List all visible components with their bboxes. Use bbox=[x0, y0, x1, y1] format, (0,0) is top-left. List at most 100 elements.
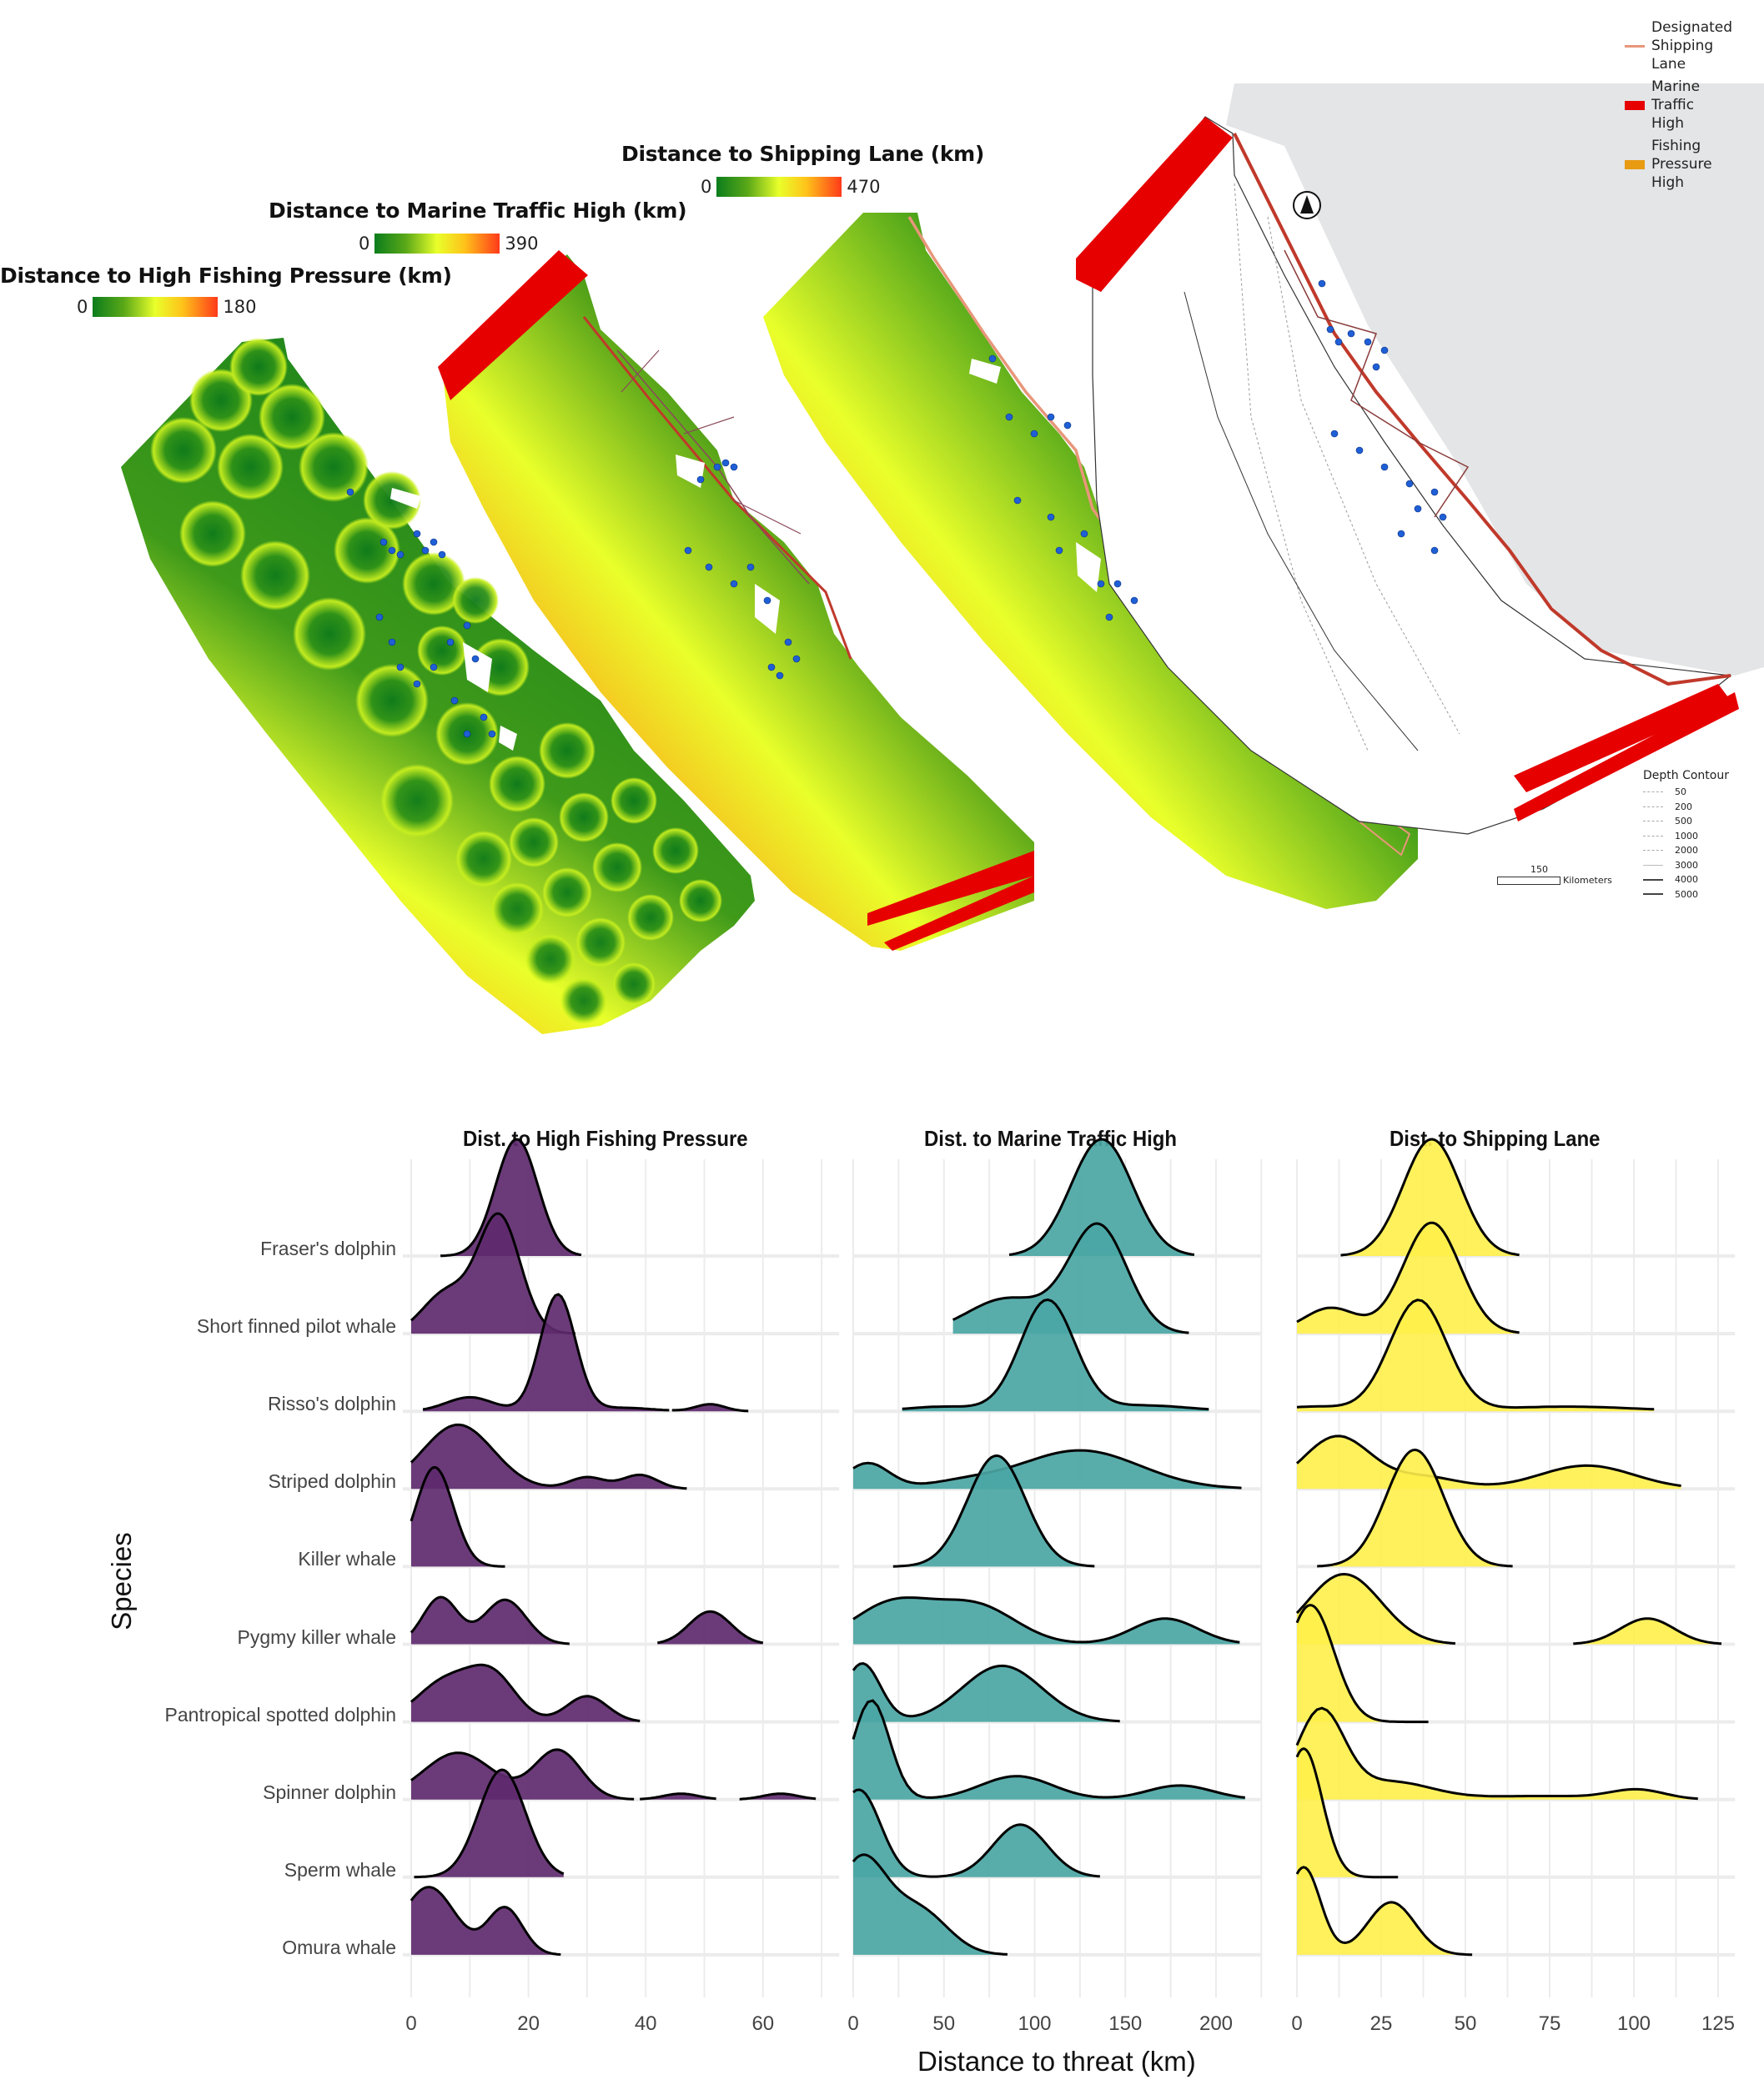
depth-legend-row: 2000 bbox=[1643, 843, 1729, 858]
density-ridge-outline bbox=[852, 1788, 1100, 1878]
density-ridge bbox=[411, 1665, 641, 1722]
x-tick-label: 20 bbox=[517, 2012, 540, 2035]
density-ridge-outline bbox=[414, 1768, 565, 1879]
legend-label: Fishing Pressure High bbox=[1651, 138, 1712, 191]
density-ridge bbox=[1297, 1574, 1455, 1645]
colorbar-min: 0 bbox=[359, 234, 370, 254]
density-ridge-outline bbox=[410, 1748, 635, 1801]
density-ridge-outline bbox=[1295, 1604, 1429, 1724]
x-tick-label: 40 bbox=[634, 2012, 657, 2035]
colorbar-gradient bbox=[93, 297, 219, 317]
density-ridge bbox=[411, 1467, 505, 1567]
contour-line-icon bbox=[1643, 878, 1663, 881]
depth-legend-row: 5000 bbox=[1643, 887, 1729, 902]
y-axis-title: Species bbox=[106, 1532, 137, 1630]
density-ridge bbox=[1297, 1299, 1655, 1412]
depth-legend-row: 200 bbox=[1643, 800, 1729, 815]
depth-legend-row: 4000 bbox=[1643, 872, 1729, 887]
density-ridge-outline bbox=[410, 1886, 561, 1956]
density-ridge bbox=[853, 1854, 1008, 1955]
box-swatch-icon bbox=[1625, 100, 1645, 110]
density-ridge bbox=[902, 1299, 1209, 1412]
depth-legend-value: 4000 bbox=[1675, 874, 1698, 886]
density-ridge-outline bbox=[671, 1403, 749, 1413]
x-tick-label: 25 bbox=[1369, 2012, 1393, 2035]
density-ridge-outline bbox=[852, 1699, 1245, 1799]
colorbar-traffic: 0 390 bbox=[359, 234, 538, 254]
density-ridge-outline bbox=[410, 1465, 505, 1568]
density-ridge-outline bbox=[440, 1138, 582, 1258]
density-ridge bbox=[411, 1213, 575, 1334]
density-ridge bbox=[1297, 1748, 1399, 1877]
map-fishing-raster bbox=[121, 338, 755, 1034]
x-tick-label: 100 bbox=[1616, 2012, 1651, 2035]
depth-legend-value: 50 bbox=[1675, 786, 1686, 798]
density-ridge bbox=[1317, 1449, 1513, 1567]
density-ridge-outline bbox=[410, 1423, 687, 1490]
density-ridge-outline bbox=[852, 1853, 1008, 1956]
x-tick-label: 60 bbox=[751, 2012, 775, 2035]
north-arrow-icon bbox=[1293, 191, 1321, 219]
density-ridge-outline bbox=[1296, 1299, 1655, 1411]
density-ridge-outline bbox=[1008, 1138, 1195, 1256]
species-label: Sperm whale bbox=[284, 1858, 396, 1881]
species-label: Fraser's dolphin bbox=[260, 1238, 396, 1259]
density-ridge-outline bbox=[902, 1298, 1209, 1411]
contour-line-icon bbox=[1643, 806, 1663, 807]
density-ridge bbox=[411, 1424, 687, 1490]
legend-item: Designated Shipping Lane bbox=[1625, 18, 1733, 73]
density-ridge-outline bbox=[1295, 1434, 1681, 1487]
density-ridge bbox=[414, 1770, 564, 1877]
depth-contour-legend: Depth Contour 50 200 500 1000 2000 3000 4000 50… bbox=[1643, 769, 1729, 902]
colorbar-gradient bbox=[716, 177, 842, 197]
density-ridge-outline bbox=[852, 1596, 1240, 1644]
species-label: Short finned pilot whale bbox=[196, 1315, 396, 1338]
colorbar-min: 0 bbox=[77, 297, 88, 317]
depth-legend-value: 500 bbox=[1675, 816, 1692, 827]
density-ridge-outline bbox=[1295, 1572, 1456, 1645]
depth-legend-value: 2000 bbox=[1675, 845, 1698, 857]
density-ridge-outline bbox=[1295, 1747, 1399, 1879]
depth-legend-row: 50 bbox=[1643, 785, 1729, 800]
colorbar-min: 0 bbox=[701, 177, 712, 197]
density-ridge-outline bbox=[640, 1792, 716, 1801]
density-ridge bbox=[1297, 1866, 1473, 1955]
density-ridge bbox=[853, 1663, 1120, 1722]
density-ridge bbox=[440, 1139, 581, 1256]
legend-label: Marine Traffic High bbox=[1651, 78, 1701, 132]
density-ridge bbox=[411, 1749, 635, 1800]
scale-bar-value: 150 bbox=[1530, 864, 1548, 875]
density-ridge-outline bbox=[1317, 1448, 1513, 1568]
scale-bar: 150 Kilometers bbox=[1497, 864, 1612, 886]
density-ridge bbox=[657, 1611, 763, 1645]
x-tick-label: 50 bbox=[932, 2012, 956, 2035]
colorbar-max: 470 bbox=[847, 177, 881, 197]
density-ridge-outline bbox=[1296, 1221, 1520, 1334]
density-ridge-outline bbox=[410, 1595, 570, 1645]
box-swatch-icon bbox=[1625, 159, 1645, 169]
x-tick-label: 0 bbox=[1291, 2012, 1303, 2035]
x-tick-label: 125 bbox=[1701, 2012, 1736, 2035]
density-ridge-outline bbox=[952, 1222, 1189, 1334]
density-ridge-outline bbox=[1295, 1706, 1698, 1801]
density-ridge-outline bbox=[657, 1610, 764, 1645]
x-tick-label: 200 bbox=[1199, 2012, 1234, 2035]
density-ridge-outline bbox=[1573, 1617, 1722, 1645]
legend-label: Designated Shipping Lane bbox=[1651, 19, 1733, 73]
facet-title-traffic: Dist. to Marine Traffic High bbox=[924, 1126, 1178, 1151]
density-ridge bbox=[1297, 1223, 1520, 1334]
density-ridge bbox=[423, 1294, 670, 1412]
contour-line-icon bbox=[1643, 835, 1663, 837]
line-swatch-icon bbox=[1625, 44, 1645, 48]
density-ridge bbox=[952, 1223, 1189, 1334]
scale-bar-unit: Kilometers bbox=[1563, 875, 1612, 886]
density-ridge bbox=[853, 1789, 1100, 1877]
species-label: Striped dolphin bbox=[268, 1470, 396, 1493]
density-ridge bbox=[1297, 1605, 1429, 1722]
species-label: Killer whale bbox=[298, 1548, 396, 1570]
legend-item: Marine Traffic High bbox=[1625, 78, 1726, 133]
species-label: Pantropical spotted dolphin bbox=[164, 1703, 396, 1726]
depth-legend-row: 1000 bbox=[1643, 829, 1729, 844]
x-tick-label: 0 bbox=[405, 2012, 417, 2035]
